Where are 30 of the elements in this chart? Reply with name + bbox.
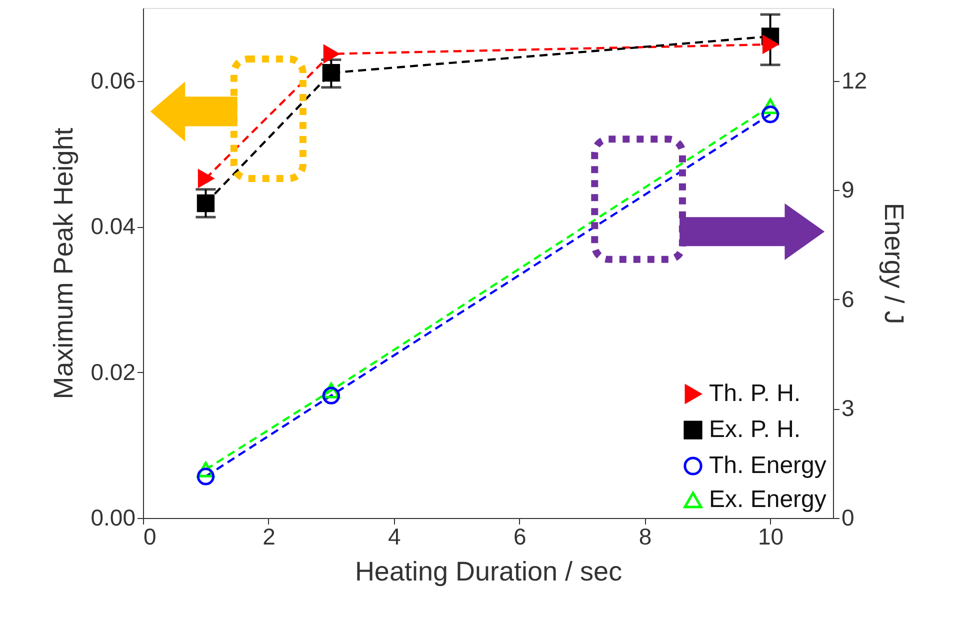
point: [196, 194, 215, 212]
y-axis-title: Maximum Peak Height: [48, 127, 79, 400]
legend-label: Ex. P. H.: [709, 416, 801, 443]
x-axis-title: Heating Duration / sec: [354, 556, 622, 586]
y2-tick-label: 9: [842, 176, 854, 203]
point: [322, 386, 340, 404]
x-tick-label: 0: [144, 524, 156, 550]
y2-tick-label: 6: [842, 286, 854, 312]
x-tick-label: 8: [638, 524, 652, 550]
y-tick-label: 0.06: [90, 67, 136, 94]
legend-label: Ex. Energy: [709, 486, 826, 513]
point: [323, 45, 339, 63]
point: [761, 106, 780, 124]
point: [762, 36, 778, 54]
y2-tick-label: 3: [842, 395, 854, 422]
x-tick-label: 4: [388, 524, 402, 550]
y-tick-label: 0.04: [90, 213, 136, 240]
x-tick-label: 10: [758, 524, 784, 550]
x-tick-label: 2: [262, 524, 276, 550]
y2-axis-title: Energy / J: [879, 202, 910, 324]
x-tick-label: 6: [513, 524, 526, 550]
y-tick-label: 0.00: [90, 504, 136, 530]
y2-tick-label: 12: [842, 67, 868, 94]
y2-tick-label: 0: [842, 504, 854, 530]
point: [322, 64, 340, 82]
point: [198, 170, 214, 188]
legend-label: Th. Energy: [709, 452, 826, 479]
y-tick-label: 0.02: [90, 358, 136, 385]
legend-label: Th. P. H.: [709, 380, 801, 407]
point: [196, 468, 215, 486]
